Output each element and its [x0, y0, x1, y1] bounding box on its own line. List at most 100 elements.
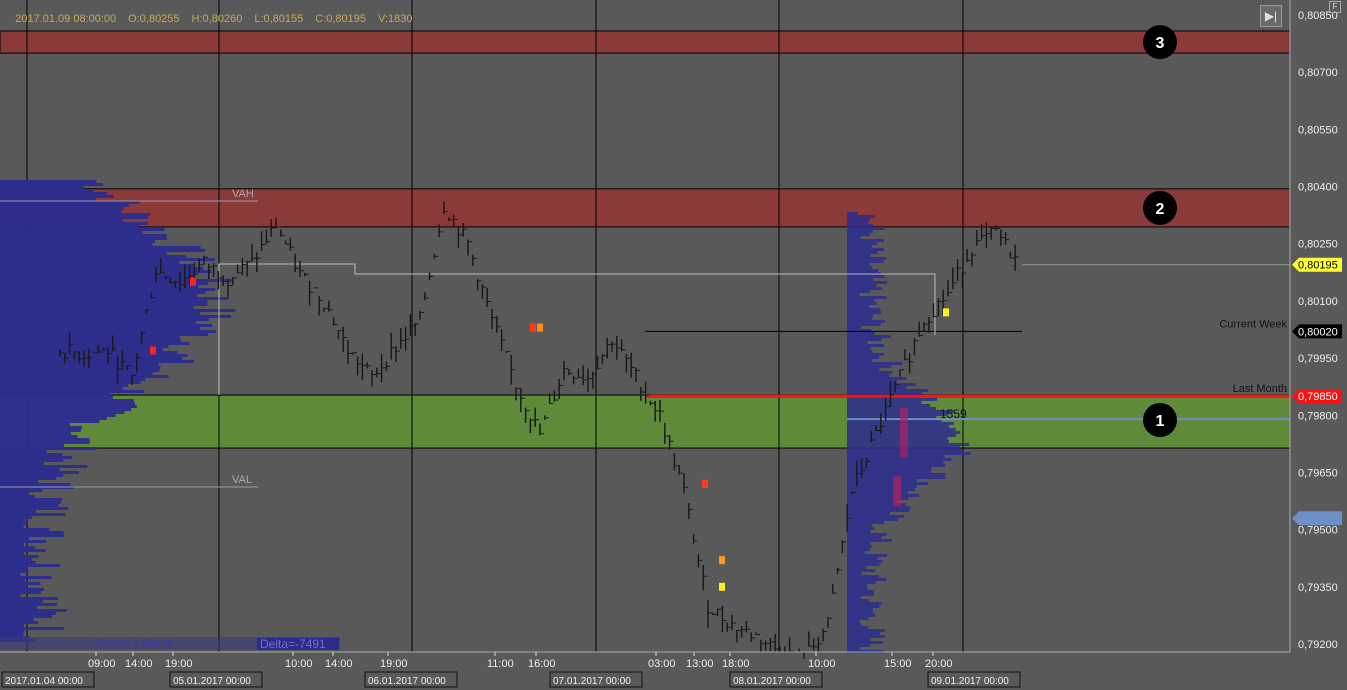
- volume-profile-bar: [0, 312, 200, 315]
- volume-profile-bar: [847, 461, 944, 464]
- bar-datetime: 2017.01.09 08:00:00: [15, 13, 117, 25]
- volume-profile-bar: [847, 212, 858, 215]
- volume-profile-bar: [0, 201, 140, 204]
- volume-profile-bar: [0, 414, 116, 417]
- volume-profile-bar: [847, 416, 937, 419]
- volume-profile-bar: [847, 320, 886, 323]
- volume-profile-bar: [0, 417, 107, 420]
- volume-profile-bar: [847, 485, 917, 488]
- volume-profile-bar: [0, 264, 194, 267]
- zone-number: 2: [1156, 201, 1165, 218]
- volume-profile-bar: [0, 534, 65, 537]
- volume-profile-bar: [0, 378, 146, 381]
- level-label: VAL: [232, 474, 252, 486]
- volume-profile-bar: [847, 455, 945, 458]
- volume-profile-bar: [0, 444, 64, 447]
- volume-profile-bar: [0, 399, 134, 402]
- skip-to-end-icon[interactable]: ▶|: [1260, 5, 1282, 27]
- order-flow-marker: [719, 582, 725, 591]
- price-badge: [1292, 389, 1342, 404]
- volume-profile-bar: [847, 530, 871, 533]
- volume-profile-bar: [847, 602, 882, 605]
- volume-profile-bar: [847, 626, 869, 629]
- volume-profile-bar: [0, 612, 56, 615]
- volume-profile-bar: [0, 339, 182, 342]
- volume-profile-bar: [847, 590, 874, 593]
- volume-profile-bar: [847, 275, 885, 278]
- volume-profile-bar: [0, 543, 24, 546]
- zone-2: [0, 188, 1291, 228]
- volume-profile-bar: [0, 546, 36, 549]
- volume-profile-bar: [0, 498, 63, 501]
- volume-profile-bar: [0, 435, 78, 438]
- volume-profile-bar: [847, 332, 875, 335]
- volume-profile-bar: [0, 573, 21, 576]
- volume-profile-bar: [847, 281, 887, 284]
- volume-profile-bar: [0, 468, 60, 471]
- volume-profile-bar: [847, 524, 873, 527]
- price-tick: 0,79650: [1298, 467, 1338, 479]
- volume-profile-bar: [0, 462, 44, 465]
- delta-bg: [257, 638, 339, 650]
- volume-profile-bar: [847, 548, 871, 551]
- volume-profile-bar: [0, 615, 53, 618]
- volume-profile-bar: [0, 492, 30, 495]
- volume-profile-bar: [0, 633, 24, 636]
- volume-profile-bar: [847, 338, 882, 341]
- volume-profile-bar: [847, 557, 878, 560]
- date-box-label: 05.01.2017 00:00: [173, 676, 251, 687]
- volume-profile-bar: [847, 329, 872, 332]
- volume-profile-bar: [847, 239, 884, 242]
- volume-profile-bar: [0, 408, 132, 411]
- volume-profile-bar: [847, 536, 882, 539]
- volume-profile-bar: [847, 509, 910, 512]
- order-flow-marker: [719, 556, 725, 565]
- volume-profile-bar: [847, 458, 952, 461]
- volume-profile-bar: [0, 459, 64, 462]
- volume-profile-bar: [0, 228, 165, 231]
- time-tick-label: 14:00: [125, 658, 153, 670]
- volume-profile-bar: [0, 216, 148, 219]
- volume-profile-bar: [0, 432, 72, 435]
- volume-profile-bar: [0, 402, 135, 405]
- volume-profile-bar: [0, 477, 57, 480]
- volume-profile-bar: [847, 611, 873, 614]
- volume-profile-bar: [0, 570, 29, 573]
- volume-profile-bar: [0, 309, 236, 312]
- volume-profile-bar: [847, 254, 871, 257]
- volume-profile-bar: [0, 624, 24, 627]
- volume-profile-bar: [0, 471, 79, 474]
- volume-profile-bar: [0, 474, 64, 477]
- volume-profile-bar: [847, 419, 942, 422]
- volume-profile-bar: [0, 222, 148, 225]
- volume-profile-bar: [847, 473, 946, 476]
- volume-profile-bar: [847, 452, 971, 455]
- volume-profile-bar: [0, 504, 59, 507]
- volume-profile-bar: [847, 296, 887, 299]
- volume-profile-bar: [0, 327, 201, 330]
- volume-profile-bar: [0, 210, 122, 213]
- volume-profile-bar: [847, 491, 908, 494]
- time-tick-label: 11:00: [487, 658, 514, 670]
- volume-profile-bar: [0, 582, 41, 585]
- volume-profile-bar: [0, 630, 25, 633]
- volume-profile-bar: [0, 348, 163, 351]
- volume-profile-bar: [0, 600, 43, 603]
- price-tick: 0,79350: [1298, 582, 1338, 594]
- volume-profile-bar: [0, 306, 194, 309]
- volume-profile-bar: [0, 300, 208, 303]
- volume-profile-bar: [847, 374, 890, 377]
- volume-profile-bar: [0, 237, 167, 240]
- volume-profile-bar: [847, 380, 898, 383]
- volume-profile-bar: [0, 567, 28, 570]
- volume-profile-bar: [0, 186, 84, 189]
- date-box: [169, 671, 263, 688]
- volume-profile-bar: [0, 249, 206, 252]
- time-tick-label: 03:00: [648, 658, 676, 670]
- volume-profile-bar: [0, 528, 50, 531]
- volume-profile-bar: [847, 221, 869, 224]
- volume-profile-bar: [0, 555, 39, 558]
- f-button[interactable]: F: [1329, 1, 1341, 13]
